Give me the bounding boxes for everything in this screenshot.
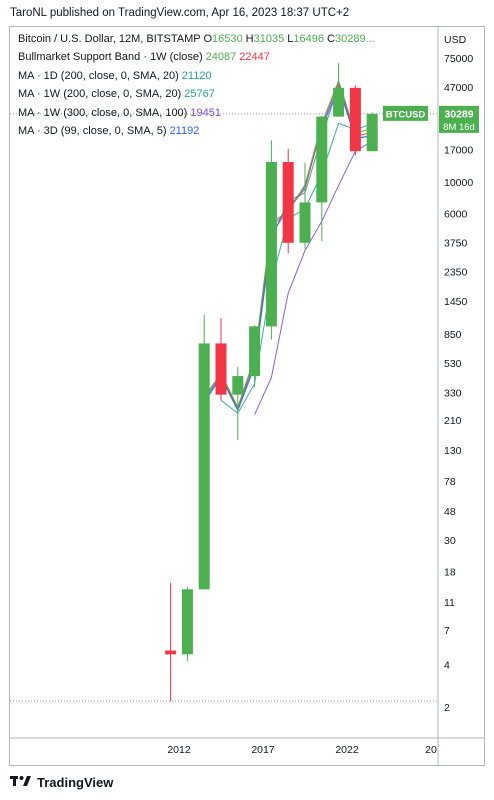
- candle: [333, 63, 345, 117]
- y-tick-label: 130: [444, 445, 462, 457]
- y-tick-label: 30: [444, 535, 456, 547]
- indicator-legend-row[interactable]: MA · 1W (200, close, 0, SMA, 20) 25767: [18, 88, 215, 100]
- ohlc-label-c: C: [323, 33, 335, 45]
- ohlc-label-l: L: [284, 33, 294, 45]
- ohlc-value-o: 16530: [212, 33, 243, 45]
- y-tick-label: 530: [444, 358, 462, 370]
- indicator-value: 24087: [205, 51, 237, 63]
- chart-frame: [9, 26, 485, 766]
- indicator-name: MA · 1W (300, close, 0, SMA, 100): [18, 106, 188, 119]
- y-tick-label: 48: [444, 506, 456, 518]
- y-tick-label: 17000: [444, 144, 473, 156]
- ohlc-values: O16530 H31035 L16496 C30289...: [203, 33, 374, 45]
- candle: [215, 318, 227, 401]
- indicator-legend-row[interactable]: Bullmarket Support Band · 1W (close) 2408…: [18, 51, 270, 63]
- y-tick-label: 210: [444, 415, 462, 427]
- indicator-legend-row[interactable]: MA · 1W (300, close, 0, SMA, 100) 19451: [18, 107, 221, 119]
- y-tick-label: 6000: [444, 209, 468, 221]
- publisher-line: TaroNL published on TradingView.com, Apr…: [10, 7, 350, 19]
- indicator-value: 22447: [239, 51, 270, 63]
- symbol-tag: [383, 105, 428, 121]
- y-tick-label: 850: [444, 329, 462, 341]
- candles: [165, 63, 378, 702]
- indicator-value: 19451: [190, 106, 221, 119]
- x-tick-label: 2017: [251, 744, 275, 756]
- candle: [282, 148, 294, 254]
- y-tick-label: 2350: [444, 266, 468, 278]
- candle: [299, 162, 311, 249]
- candle-body: [215, 343, 227, 395]
- y-tick-label: 47000: [444, 82, 473, 94]
- x-tick-label: 20: [425, 744, 437, 756]
- candle-body: [366, 113, 378, 152]
- candle-body: [299, 202, 311, 243]
- brand-name: TradingView: [37, 775, 114, 790]
- indicator-value: 21192: [169, 125, 200, 137]
- price-tag: [439, 105, 479, 133]
- footer-brand[interactable]: TradingView: [10, 774, 113, 791]
- candle: [349, 85, 361, 156]
- candle: [316, 115, 328, 241]
- ohlc-value-l: 16496: [293, 33, 324, 45]
- last-price-tag: BTCUSD 30289 8M 16d: [383, 105, 479, 133]
- candle: [165, 582, 177, 702]
- candle-body: [249, 326, 261, 377]
- candle-body: [349, 87, 361, 152]
- y-tick-label: 3750: [444, 238, 468, 250]
- ohlc-label-o: O: [203, 33, 212, 45]
- ohlc-value-h: 31035: [253, 33, 285, 45]
- y-tick-label: 7: [444, 625, 450, 637]
- y-tick-label: 11: [444, 597, 455, 609]
- indicator-value: 25767: [184, 88, 215, 100]
- y-tick-label: 78: [444, 476, 456, 488]
- y-tick-label: 10000: [444, 177, 473, 189]
- candle-body: [282, 162, 294, 243]
- candle-body: [198, 343, 210, 590]
- time-axis: 2012 2017 2022 20: [167, 744, 437, 756]
- indicator-legend-row[interactable]: MA · 1D (200, close, 0, SMA, 20) 21120: [18, 70, 212, 82]
- currency-label: USD: [444, 34, 467, 46]
- price-tag-value: 30289: [444, 108, 473, 120]
- ohlc-label-h: H: [242, 33, 254, 45]
- indicator-name: MA · 1D (200, close, 0, SMA, 20): [18, 69, 179, 82]
- candle-body: [265, 162, 277, 327]
- x-tick-label: 2022: [335, 744, 359, 756]
- y-tick-label: 75000: [444, 53, 473, 65]
- candle: [366, 112, 378, 152]
- indicator-name: Bullmarket Support Band · 1W (close): [18, 51, 203, 63]
- tradingview-logo-icon: [10, 774, 32, 791]
- ohlc-value-c: 30289...: [334, 33, 375, 45]
- candle: [181, 587, 193, 662]
- candle: [265, 140, 277, 340]
- indicator-value: 21120: [181, 69, 212, 82]
- y-tick-label: 1450: [444, 296, 468, 308]
- moving-average-line: [254, 140, 373, 415]
- candle-body: [316, 116, 328, 203]
- candle: [249, 325, 261, 388]
- candle-body: [333, 87, 345, 117]
- y-tick-label: 4: [444, 659, 450, 671]
- candle: [232, 366, 244, 441]
- indicator-name: MA · 3D (99, close, 0, SMA, 5): [18, 125, 167, 137]
- x-tick-label: 2012: [167, 744, 191, 756]
- moving-average-line: [220, 122, 373, 415]
- indicator-name: MA · 1W (200, close, 0, SMA, 20): [18, 88, 182, 100]
- y-tick-label: 18: [444, 567, 456, 579]
- symbol-title: Bitcoin / U.S. Dollar, 12M, BITSTAMP: [18, 33, 201, 45]
- symbol-tag-label: BTCUSD: [386, 109, 426, 120]
- price-axis: USD 75000 47000 17000 10000 6000 3750 2350 1450 8…: [444, 34, 473, 714]
- y-tick-label: 330: [444, 387, 462, 399]
- candle-countdown: 8M 16d: [443, 122, 475, 133]
- candle: [198, 314, 210, 590]
- candle-body: [165, 650, 177, 655]
- y-tick-label: 2: [444, 702, 450, 714]
- indicator-legend-row[interactable]: MA · 3D (99, close, 0, SMA, 5) 21192: [18, 125, 199, 137]
- chart-grid: [10, 27, 484, 765]
- candle-body: [181, 589, 193, 655]
- candle-body: [232, 376, 244, 395]
- legend-title-row[interactable]: Bitcoin / U.S. Dollar, 12M, BITSTAMP O16…: [18, 33, 375, 45]
